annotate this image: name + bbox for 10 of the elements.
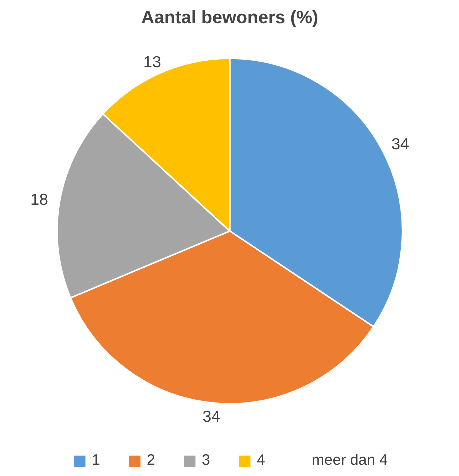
legend-label: 4	[257, 452, 266, 469]
chart-title: Aantal bewoners (%)	[141, 8, 319, 28]
legend-label: 3	[202, 452, 212, 469]
data-label: 34	[392, 136, 410, 154]
legend-label: 1	[92, 452, 102, 469]
data-label: 34	[202, 408, 221, 426]
data-label: 13	[144, 54, 162, 72]
data-label: 18	[30, 192, 49, 210]
category-label: meer dan 4	[312, 452, 388, 469]
legend-label: 2	[147, 452, 156, 469]
